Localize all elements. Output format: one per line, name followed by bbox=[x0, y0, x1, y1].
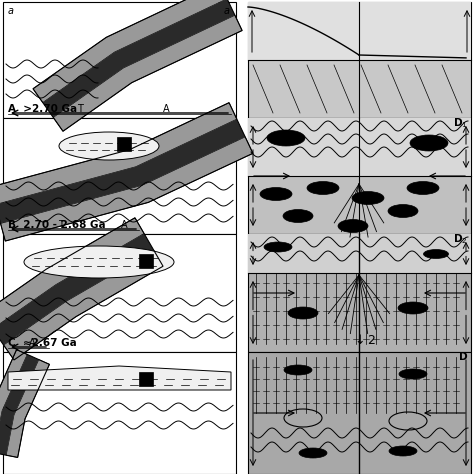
Ellipse shape bbox=[299, 448, 327, 458]
Bar bbox=[3, 234, 236, 352]
Polygon shape bbox=[0, 350, 27, 453]
Text: A  >2.70 Ga: A >2.70 Ga bbox=[8, 104, 77, 114]
Bar bbox=[248, 118, 471, 176]
Bar bbox=[248, 2, 471, 60]
Text: A: A bbox=[121, 220, 128, 230]
Text: A: A bbox=[29, 338, 35, 348]
Text: $\downarrow$2: $\downarrow$2 bbox=[352, 333, 376, 347]
Ellipse shape bbox=[338, 219, 368, 233]
Polygon shape bbox=[43, 0, 235, 118]
Ellipse shape bbox=[307, 182, 339, 194]
Bar bbox=[248, 352, 471, 474]
Text: A: A bbox=[163, 104, 169, 114]
Bar bbox=[248, 234, 471, 352]
Polygon shape bbox=[0, 355, 39, 455]
Bar bbox=[248, 118, 471, 234]
Text: a: a bbox=[8, 6, 14, 16]
Ellipse shape bbox=[423, 249, 448, 258]
Ellipse shape bbox=[399, 369, 427, 379]
Ellipse shape bbox=[410, 135, 448, 151]
Text: D: D bbox=[459, 352, 468, 362]
Ellipse shape bbox=[267, 130, 305, 146]
Text: T: T bbox=[58, 220, 64, 230]
Ellipse shape bbox=[260, 188, 292, 201]
Bar bbox=[3, 118, 236, 234]
Polygon shape bbox=[33, 0, 227, 102]
Text: C  ≈2.67 Ga: C ≈2.67 Ga bbox=[8, 338, 77, 348]
Ellipse shape bbox=[389, 446, 417, 456]
Ellipse shape bbox=[283, 210, 313, 222]
Ellipse shape bbox=[352, 191, 384, 204]
Polygon shape bbox=[0, 119, 245, 223]
Ellipse shape bbox=[388, 204, 418, 218]
Polygon shape bbox=[6, 360, 49, 457]
Text: a: a bbox=[224, 6, 230, 16]
Text: D$_2$: D$_2$ bbox=[454, 232, 468, 246]
Ellipse shape bbox=[398, 302, 428, 314]
Bar bbox=[3, 352, 236, 474]
Ellipse shape bbox=[288, 307, 318, 319]
Text: T: T bbox=[77, 104, 83, 114]
Ellipse shape bbox=[264, 242, 292, 252]
Bar bbox=[248, 2, 471, 118]
Polygon shape bbox=[53, 15, 242, 131]
Ellipse shape bbox=[407, 182, 439, 194]
Bar bbox=[117, 137, 131, 151]
Polygon shape bbox=[0, 234, 154, 345]
Polygon shape bbox=[0, 218, 144, 329]
Bar bbox=[248, 234, 471, 273]
Polygon shape bbox=[0, 137, 253, 241]
Ellipse shape bbox=[284, 365, 312, 375]
Polygon shape bbox=[4, 250, 163, 360]
Polygon shape bbox=[8, 366, 231, 390]
Text: D$_1$: D$_1$ bbox=[453, 116, 468, 130]
Ellipse shape bbox=[59, 132, 159, 160]
Ellipse shape bbox=[24, 246, 174, 278]
Text: B  2.70 - 2.68 Ga: B 2.70 - 2.68 Ga bbox=[8, 220, 106, 230]
Bar bbox=[139, 372, 153, 386]
Polygon shape bbox=[0, 103, 237, 205]
Bar bbox=[3, 2, 236, 118]
Bar bbox=[139, 254, 153, 268]
